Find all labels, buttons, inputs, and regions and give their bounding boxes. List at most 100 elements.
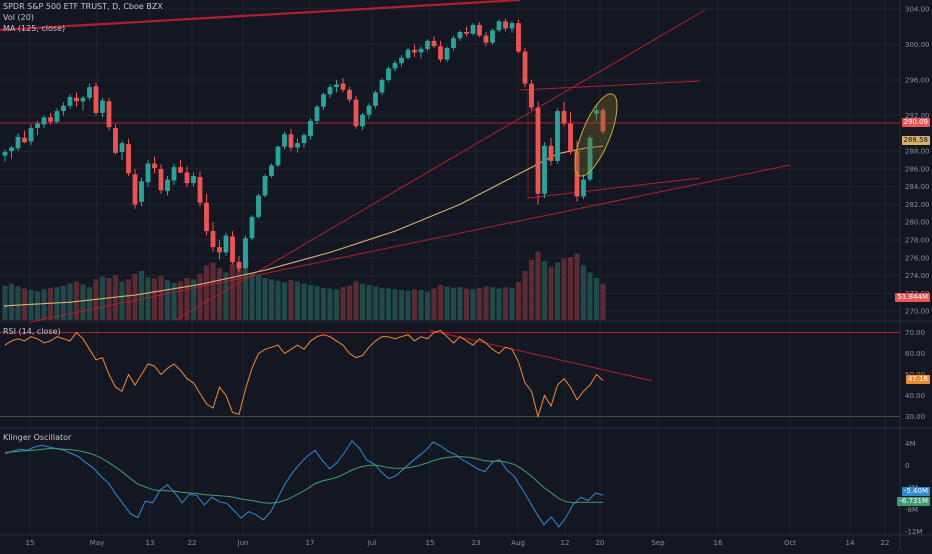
volume-bar: [80, 284, 86, 320]
candle-body: [405, 49, 411, 58]
trendline: [174, 9, 706, 321]
volume-bar: [411, 289, 418, 320]
candle-body: [191, 176, 196, 184]
volume-bar: [184, 278, 190, 320]
volume-bar: [138, 271, 145, 320]
candle-body: [340, 83, 346, 90]
klinger-tick-label: 0: [905, 462, 909, 470]
volume-bar: [106, 278, 112, 320]
time-tick-label: 23: [472, 539, 481, 547]
volume-bar: [281, 282, 288, 320]
volume-bar: [385, 288, 392, 320]
volume-bar: [151, 278, 158, 320]
candle-body: [568, 123, 573, 152]
candle-body: [392, 63, 398, 69]
candle-body: [54, 111, 60, 122]
klinger-signal-tag: -6.731M: [897, 497, 930, 506]
candle-body: [308, 120, 313, 136]
volume-bar: [320, 287, 327, 320]
volume-bar: [158, 275, 164, 320]
time-tick-label: Aug: [511, 539, 525, 547]
time-tick-label: Oct: [784, 539, 796, 547]
candle-body: [373, 92, 378, 106]
candle-body: [269, 165, 274, 176]
volume-bar: [379, 287, 385, 320]
candle-body: [41, 117, 47, 125]
time-tick-label: Jul: [367, 539, 377, 547]
volume-legend[interactable]: Vol (20): [3, 13, 34, 22]
volume-bar: [164, 280, 171, 320]
volume-bar: [398, 289, 405, 320]
volume-bar: [489, 287, 496, 320]
price-tick-label: 282.00: [905, 201, 930, 209]
volume-bar: [249, 273, 255, 320]
volume-bar: [34, 291, 41, 320]
rsi-tick-label: 60.00: [905, 350, 925, 358]
volume-bar: [372, 286, 379, 320]
candle-body: [327, 87, 333, 95]
price-tick-label: 278.00: [905, 237, 930, 245]
klinger-tick-label: -8M: [905, 506, 918, 514]
candle-body: [158, 168, 164, 191]
candle-body: [386, 68, 391, 80]
candle-body: [35, 123, 40, 128]
candle-body: [581, 179, 586, 197]
volume-bar: [346, 285, 353, 320]
last-price-tag: 290.09: [901, 118, 930, 127]
klinger-legend[interactable]: Klinger Oscillator: [3, 433, 72, 442]
time-tick-label: 22: [188, 539, 197, 547]
candle-body: [282, 134, 287, 147]
candle-body: [503, 21, 508, 29]
volume-bar: [567, 257, 574, 320]
volume-bar: [145, 277, 151, 320]
ma-legend[interactable]: MA (125, close): [3, 24, 66, 33]
trendline: [29, 164, 791, 323]
volume-bar: [359, 283, 366, 320]
candle-body: [9, 147, 14, 152]
candle-body: [496, 21, 502, 31]
candle-body: [249, 216, 255, 239]
volume-bar: [366, 285, 372, 320]
volume-bar: [28, 289, 34, 320]
candle-body: [425, 40, 430, 49]
candle-body: [113, 128, 118, 153]
price-tick-label: 292.00: [905, 112, 930, 120]
ma-value-tag: 288.58: [901, 136, 930, 145]
candle-body: [93, 86, 99, 113]
time-tick-label: 16: [714, 539, 723, 547]
volume-bar: [476, 287, 483, 320]
time-tick-label: 12: [561, 539, 570, 547]
candle-body: [457, 32, 463, 39]
volume-bar: [119, 281, 125, 320]
volume-bar: [2, 285, 8, 320]
rsi-tick-label: 40.00: [905, 392, 925, 400]
candle-body: [236, 262, 242, 269]
volume-bar: [262, 278, 268, 320]
candle-body: [555, 111, 560, 161]
volume-bar: [223, 272, 229, 320]
volume-bar: [15, 286, 21, 320]
time-tick-label: Jun: [237, 539, 249, 547]
volume-bar: [190, 279, 197, 320]
candle-body: [399, 57, 404, 64]
candle-body: [184, 172, 190, 184]
candle-body: [600, 110, 606, 132]
candle-body: [61, 105, 66, 112]
time-tick-label: 14: [846, 539, 855, 547]
volume-bar: [554, 262, 561, 320]
rsi-legend[interactable]: RSI (14, close): [3, 327, 61, 336]
volume-bar: [587, 272, 593, 320]
candle-body: [132, 174, 138, 205]
volume-bar: [528, 259, 535, 320]
volume-bar: [275, 280, 281, 320]
symbol-title[interactable]: SPDR S&P 500 ETF TRUST, D, Cboe BZX: [3, 2, 163, 11]
time-tick-label: 22: [881, 539, 890, 547]
rsi-trendline: [429, 329, 653, 382]
candle-body: [28, 128, 34, 142]
candle-body: [464, 32, 469, 34]
candle-body: [275, 146, 281, 166]
time-tick-label: 15: [26, 539, 35, 547]
volume-bar: [561, 258, 567, 320]
